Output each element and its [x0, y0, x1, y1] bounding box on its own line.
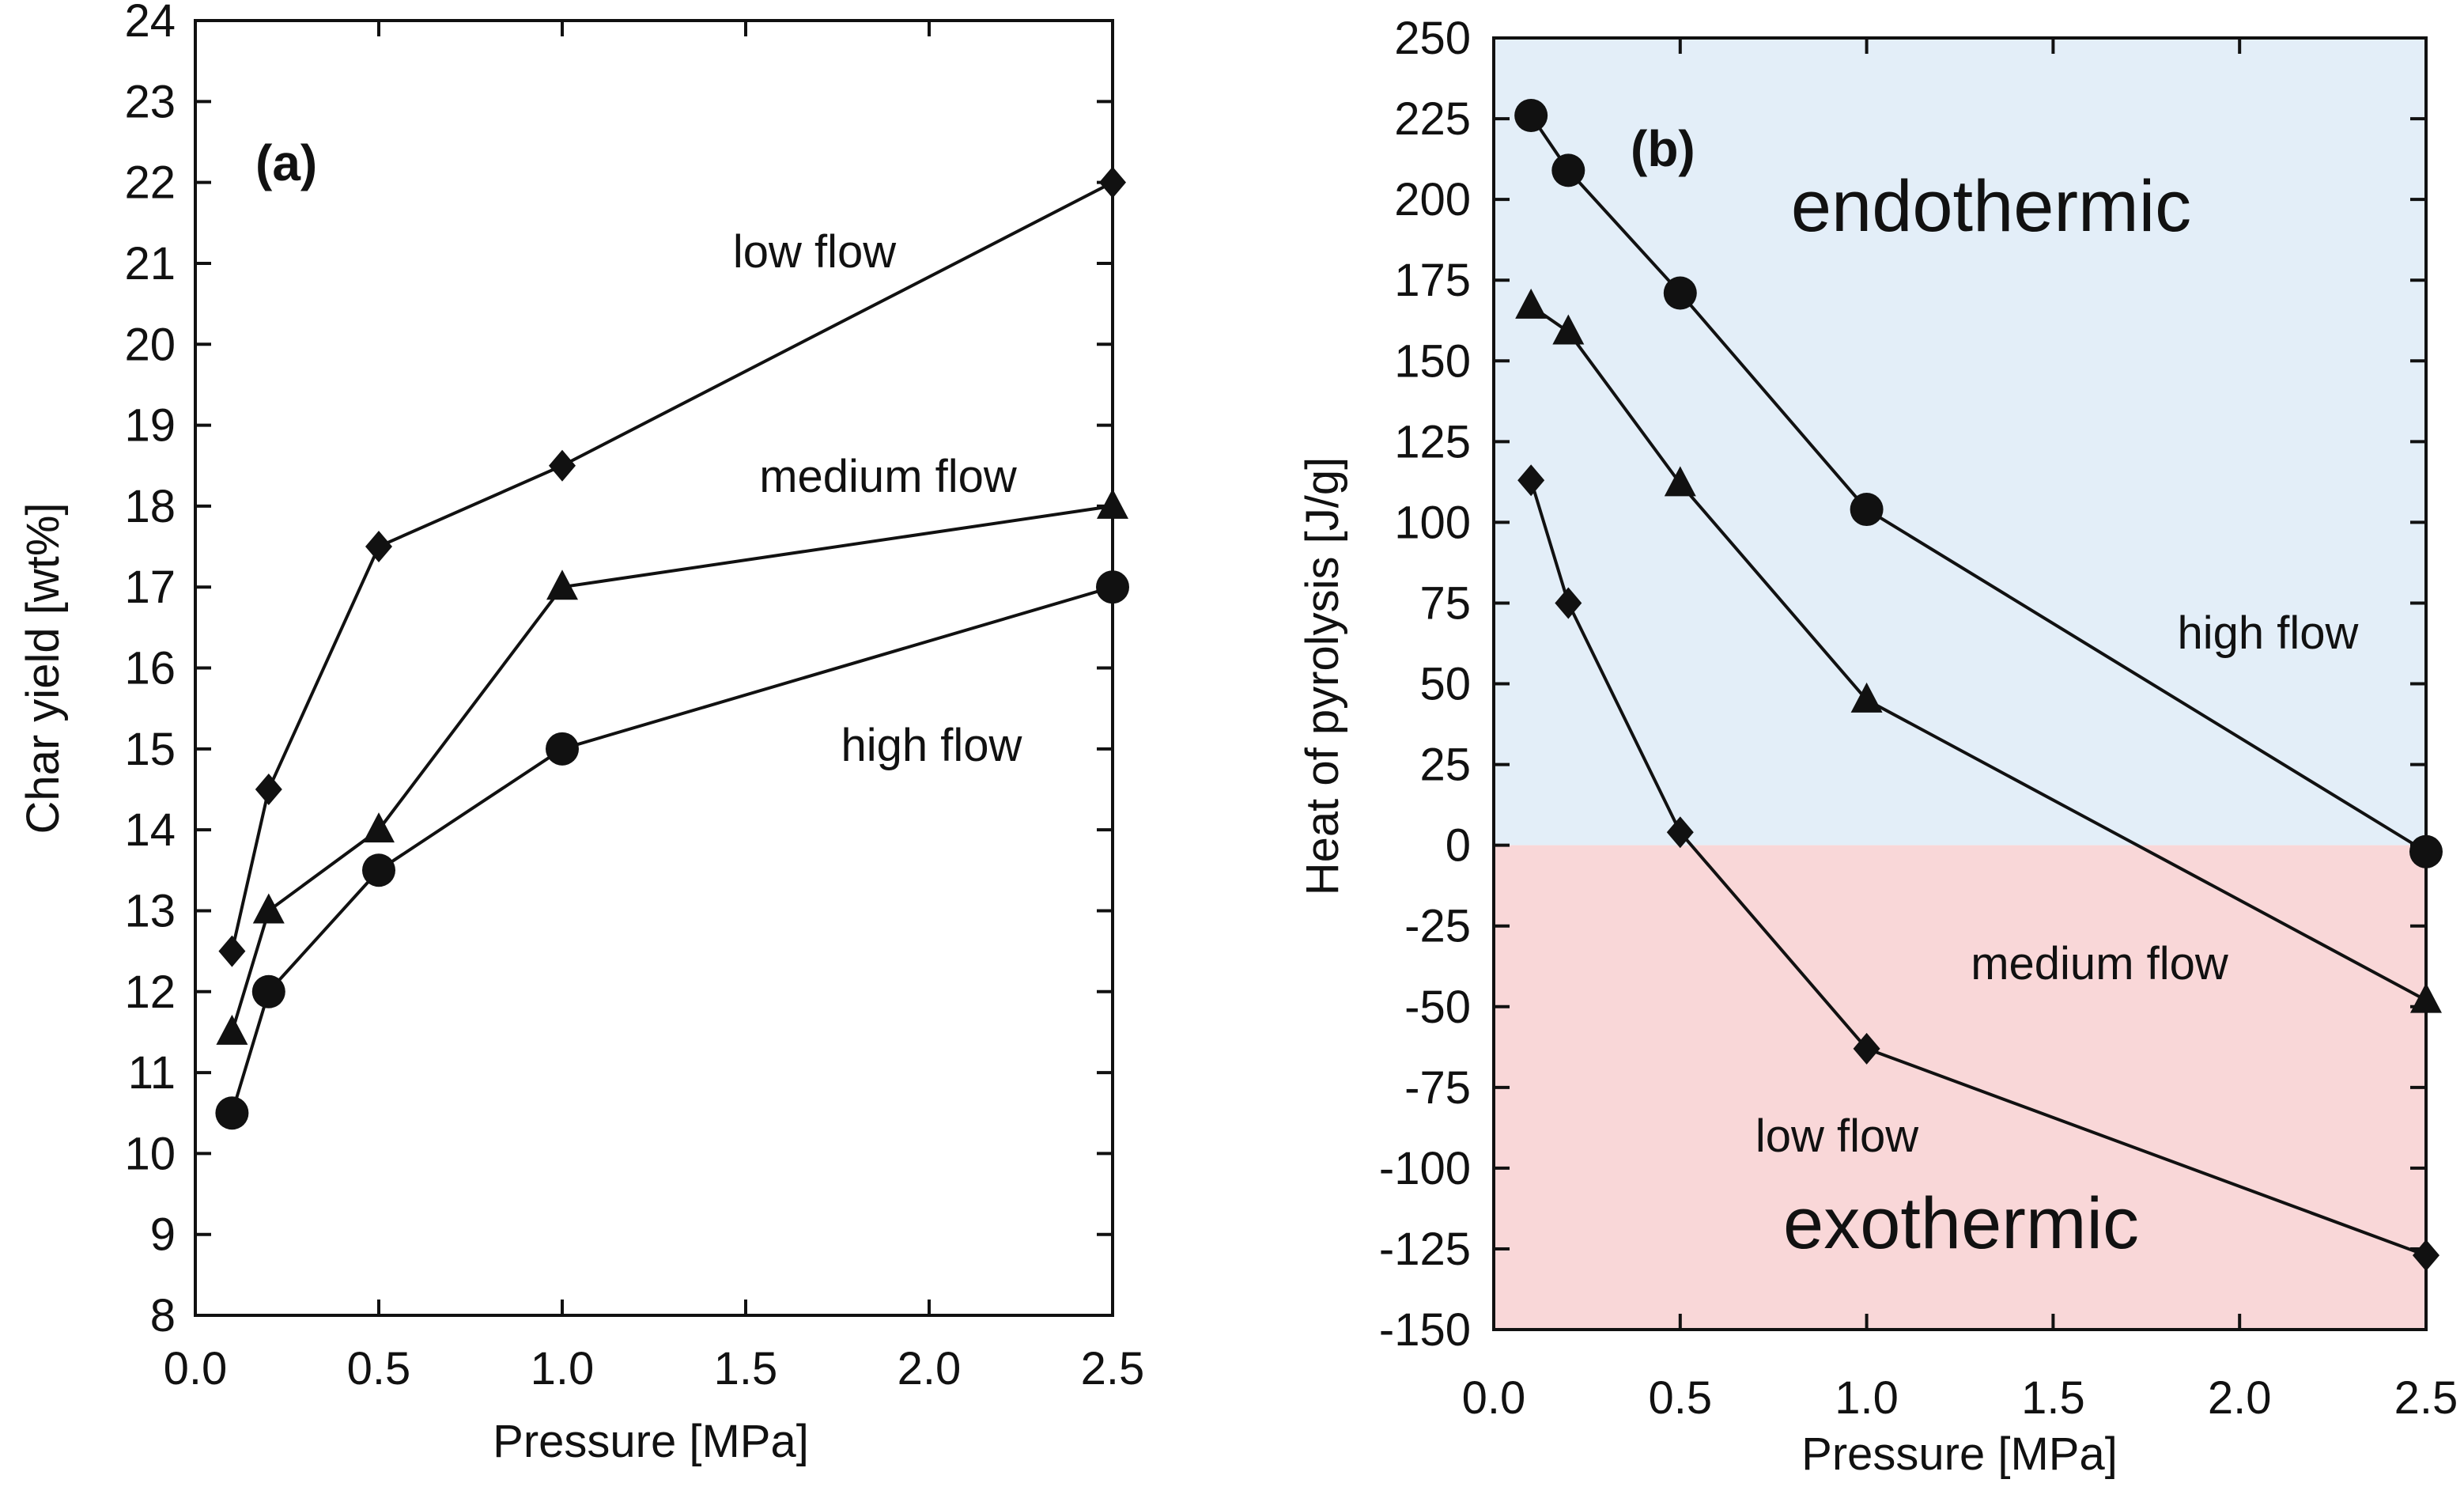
- data-point-high-flow: [1664, 277, 1697, 310]
- panel-a-annotation-medium-flow: medium flow: [759, 451, 1018, 502]
- panel-b-region-label-endothermic: endothermic: [1791, 166, 2191, 247]
- panel-a-char-yield-chart: 0.0 0.5 1.0 1.5 2.0 2.5 8 9 10 11 12 13 14 15 16 17 18 19…: [17, 0, 1144, 1467]
- data-point-high-flow: [1551, 153, 1585, 187]
- series-line-low-flow: [232, 183, 1113, 952]
- panel-a-series: [215, 167, 1129, 1130]
- y-tick-label: 17: [124, 562, 176, 613]
- panel-b-annotation-high-flow: high flow: [2178, 607, 2360, 659]
- x-tick-label: 0.0: [164, 1343, 228, 1394]
- x-tick-label: 2.0: [898, 1343, 962, 1394]
- x-tick-label: 1.0: [1835, 1372, 1899, 1424]
- panel-b-y-axis-title: Heat of pyrolysis [J/g]: [1297, 457, 1348, 895]
- x-tick-label: 0.0: [1462, 1372, 1526, 1424]
- y-tick-label: 225: [1394, 93, 1471, 145]
- figure: 0.0 0.5 1.0 1.5 2.0 2.5 8 9 10 11 12 13 14 15 16 17 18 19…: [0, 0, 2464, 1502]
- panel-b-annotation-low-flow: low flow: [1755, 1110, 1919, 1162]
- y-tick-label: 125: [1394, 416, 1471, 467]
- y-tick-label: -25: [1404, 901, 1471, 952]
- y-tick-label: -150: [1379, 1304, 1471, 1356]
- y-tick-label: 12: [124, 967, 176, 1018]
- data-point-high-flow: [1850, 493, 1884, 526]
- y-tick-label: 25: [1419, 740, 1471, 791]
- y-tick-label: -75: [1404, 1062, 1471, 1114]
- y-tick-label: 19: [124, 400, 176, 452]
- panel-a-x-axis-title: Pressure [MPa]: [493, 1416, 809, 1467]
- data-point-low-flow: [549, 450, 576, 482]
- data-point-high-flow: [2409, 835, 2443, 868]
- x-tick-label: 2.5: [2394, 1372, 2458, 1424]
- data-point-low-flow: [255, 774, 282, 805]
- data-point-medium-flow: [253, 893, 285, 923]
- y-tick-label: 8: [150, 1290, 176, 1341]
- data-point-medium-flow: [1097, 489, 1128, 519]
- panel-b-x-axis-title: Pressure [MPa]: [1801, 1428, 2118, 1480]
- series-line-high-flow: [232, 587, 1113, 1113]
- x-tick-label: 2.0: [2208, 1372, 2272, 1424]
- panel-b-region-label-exothermic: exothermic: [1783, 1183, 2139, 1264]
- data-point-high-flow: [252, 975, 285, 1008]
- panel-b-heat-of-pyrolysis-chart: 0.0 0.5 1.0 1.5 2.0 2.5 -150 -125 -100 -75 -50 -25 0…: [1297, 13, 2458, 1480]
- x-tick-label: 1.0: [531, 1343, 595, 1394]
- panel-a-y-axis-title: Char yield [wt%]: [17, 502, 69, 834]
- y-tick-label: 24: [124, 0, 176, 47]
- panel-b-annotation-medium-flow: medium flow: [1971, 938, 2229, 989]
- x-tick-label: 0.5: [347, 1343, 411, 1394]
- panel-a-ticks: 0.0 0.5 1.0 1.5 2.0 2.5 8 9 10 11 12 13 14 15 16 17 18 19…: [124, 0, 1144, 1394]
- x-tick-label: 0.5: [1648, 1372, 1712, 1424]
- y-tick-label: 9: [150, 1209, 176, 1261]
- x-tick-label: 2.5: [1081, 1343, 1145, 1394]
- y-tick-label: -125: [1379, 1224, 1471, 1275]
- y-tick-label: 150: [1394, 335, 1471, 387]
- y-tick-label: 11: [128, 1047, 176, 1099]
- y-tick-label: 20: [124, 319, 176, 370]
- y-tick-label: 200: [1394, 174, 1471, 225]
- panel-a-plot-frame: [195, 21, 1113, 1315]
- panel-a-annotation-low-flow: low flow: [733, 226, 897, 278]
- data-point-high-flow: [362, 853, 395, 887]
- x-tick-label: 1.5: [2021, 1372, 2085, 1424]
- y-tick-label: 15: [124, 724, 176, 775]
- y-tick-label: -50: [1404, 982, 1471, 1033]
- y-tick-label: 250: [1394, 13, 1471, 64]
- data-point-high-flow: [546, 732, 579, 766]
- data-point-low-flow: [1099, 167, 1126, 199]
- y-tick-label: 14: [124, 804, 176, 856]
- y-tick-label: 175: [1394, 255, 1471, 306]
- y-tick-label: -100: [1379, 1143, 1471, 1194]
- y-tick-label: 18: [124, 481, 176, 532]
- panel-b-label: (b): [1631, 120, 1695, 177]
- data-point-high-flow: [215, 1096, 248, 1129]
- y-tick-label: 21: [124, 238, 176, 289]
- y-tick-label: 75: [1419, 577, 1471, 629]
- y-tick-label: 13: [124, 885, 176, 936]
- y-tick-label: 100: [1394, 497, 1471, 548]
- data-point-medium-flow: [216, 1015, 248, 1045]
- data-point-high-flow: [1514, 99, 1548, 132]
- y-tick-label: 10: [124, 1128, 176, 1179]
- y-tick-label: 50: [1419, 659, 1471, 710]
- data-point-low-flow: [365, 531, 392, 562]
- panel-a-label: (a): [255, 134, 317, 191]
- y-tick-label: 0: [1446, 820, 1471, 872]
- y-tick-label: 16: [124, 643, 176, 694]
- data-point-low-flow: [218, 936, 245, 967]
- y-tick-label: 23: [124, 76, 176, 127]
- y-tick-label: 22: [124, 157, 176, 209]
- data-point-high-flow: [1096, 570, 1129, 603]
- panel-a-annotation-high-flow: high flow: [841, 720, 1023, 771]
- x-tick-label: 1.5: [714, 1343, 778, 1394]
